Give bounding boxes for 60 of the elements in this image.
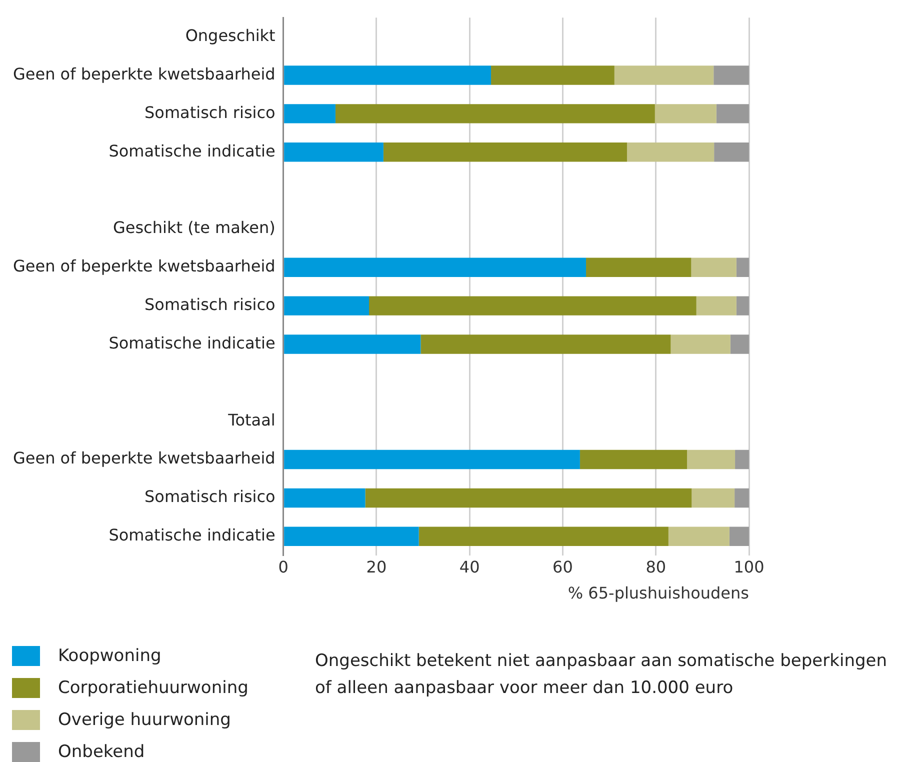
bar: [626, 142, 714, 162]
bar: [369, 296, 696, 316]
bar: [365, 488, 692, 508]
bar: [714, 66, 749, 85]
bar: [284, 296, 370, 316]
x-tick-label: 100: [734, 557, 764, 576]
bar: [654, 104, 716, 124]
bar: [284, 258, 586, 277]
text: Ongeschikt betekent niet aanpasbaar aan somatische beperkingen of alleen aanpasbaar voor meer dan 10.000 euro: [315, 650, 888, 700]
bar: [420, 334, 671, 354]
y-tick-label: Geen of beperkte kwetsbaarheid: [12, 256, 276, 276]
legend-label: Overige huurwoning: [58, 710, 231, 730]
bar: [418, 526, 668, 546]
bar: [614, 66, 714, 85]
bar: [580, 450, 688, 470]
bar: [284, 334, 421, 354]
x-tick-label: 80: [646, 557, 666, 576]
bar: [696, 296, 736, 316]
bar: [730, 334, 749, 354]
bar: [668, 526, 730, 546]
bar: [714, 142, 749, 162]
bar: [284, 66, 492, 85]
bar: [687, 450, 736, 470]
bar: [284, 526, 419, 546]
bar: [383, 142, 627, 162]
y-tick-label: Somatisch risico: [144, 294, 276, 314]
y-tick-label: Geschikt (te maken): [112, 218, 276, 238]
legend-label: Onbekend: [58, 742, 145, 762]
y-tick-label: Somatisch risico: [144, 487, 276, 506]
bar: [734, 488, 749, 508]
y-tick-label: Somatisch risico: [144, 102, 276, 122]
bar: [284, 142, 384, 162]
bar: [586, 258, 692, 277]
y-tick-label: Ongeschikt: [185, 26, 276, 45]
y-tick-label: Somatische indicatie: [108, 526, 276, 545]
y-tick-label: Somatische indicatie: [108, 333, 276, 352]
x-tick-label: 40: [459, 557, 480, 576]
x-tick-label: 60: [552, 557, 573, 576]
bar: [736, 296, 749, 316]
x-tick-label: 20: [366, 557, 387, 576]
bar: [691, 258, 736, 277]
bar: [736, 258, 749, 277]
bar: [735, 450, 749, 470]
y-tick-label: Somatische indicatie: [108, 141, 276, 160]
bar: [729, 526, 749, 546]
bar: [491, 66, 614, 85]
bar: [284, 104, 336, 124]
y-tick-label: Geen of beperkte kwetsbaarheid: [12, 64, 276, 84]
legend-label: Koopwoning: [58, 646, 162, 666]
x-tick-label: 0: [278, 557, 288, 576]
y-tick-label: Geen of beperkte kwetsbaarheid: [12, 448, 276, 468]
bar: [692, 488, 735, 508]
bar: [284, 450, 580, 470]
x-axis-title: % 65-plushuishoudens: [568, 584, 749, 603]
bar: [716, 104, 749, 124]
bar: [335, 104, 655, 124]
bar: [284, 488, 366, 508]
bar: [670, 334, 730, 354]
y-tick-label: Totaal: [227, 410, 276, 430]
legend-label: Corporatiehuurwoning: [58, 678, 248, 698]
